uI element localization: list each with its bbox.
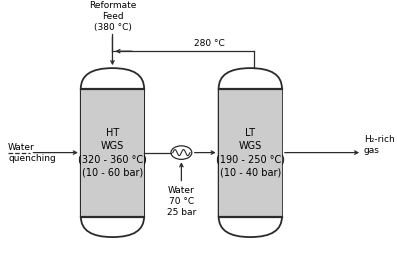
FancyBboxPatch shape — [219, 68, 282, 237]
Text: Water
quenching: Water quenching — [8, 142, 56, 163]
FancyBboxPatch shape — [81, 68, 144, 237]
Text: HT
WGS
(320 - 360 °C)
(10 - 60 bar): HT WGS (320 - 360 °C) (10 - 60 bar) — [78, 128, 147, 177]
Text: LT
WGS
(190 - 250 °C)
(10 - 40 bar): LT WGS (190 - 250 °C) (10 - 40 bar) — [216, 128, 285, 177]
Text: Water
70 °C
25 bar: Water 70 °C 25 bar — [167, 186, 196, 217]
Text: Reformate
Feed
(380 °C): Reformate Feed (380 °C) — [89, 1, 136, 32]
Bar — [81, 89, 144, 216]
Text: 280 °C: 280 °C — [194, 39, 225, 48]
Text: H₂-rich
gas: H₂-rich gas — [364, 135, 395, 155]
Bar — [219, 89, 282, 216]
